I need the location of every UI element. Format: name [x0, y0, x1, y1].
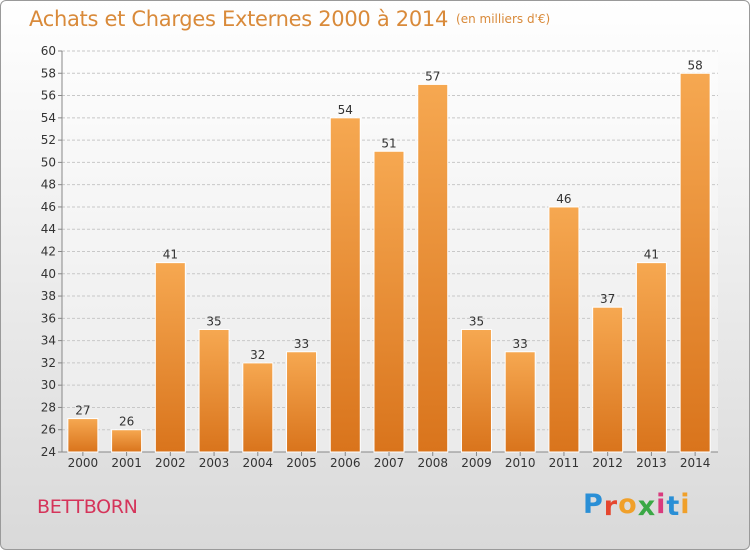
- bar-value-label: 27: [75, 404, 90, 418]
- chart-title: Achats et Charges Externes 2000 à 2014 (e…: [29, 7, 550, 31]
- bar-value-label: 35: [206, 314, 221, 328]
- bar-value-label: 35: [469, 314, 484, 328]
- x-tick-label: 2004: [243, 456, 274, 470]
- bar-value-label: 37: [600, 292, 615, 306]
- bar: [460, 328, 492, 453]
- bar: [592, 306, 624, 453]
- x-tick-label: 2007: [374, 456, 405, 470]
- logo-letter: t: [666, 491, 681, 522]
- x-tick-label: 2003: [199, 456, 230, 470]
- y-tick-label: 48: [41, 178, 56, 192]
- bar: [286, 351, 318, 453]
- bar-value-label: 32: [250, 348, 265, 362]
- bar: [548, 206, 580, 453]
- y-tick-label: 32: [41, 356, 56, 370]
- bar: [154, 262, 186, 453]
- y-tick-label: 26: [41, 423, 56, 437]
- bar: [67, 418, 99, 453]
- y-tick-label: 44: [41, 222, 56, 236]
- y-tick-label: 50: [41, 155, 56, 169]
- bar: [417, 83, 449, 453]
- bar-value-label: 54: [338, 103, 353, 117]
- y-tick-label: 38: [41, 289, 56, 303]
- y-tick-label: 24: [41, 445, 56, 459]
- y-tick-label: 52: [41, 133, 56, 147]
- x-tick-label: 2013: [636, 456, 667, 470]
- bar: [679, 72, 711, 453]
- bar-value-label: 46: [556, 192, 571, 206]
- bar: [329, 117, 361, 453]
- bar: [635, 262, 667, 453]
- bar-value-label: 58: [687, 58, 702, 72]
- bar-value-label: 33: [294, 337, 309, 351]
- logo-letter: x: [637, 491, 657, 522]
- x-tick-label: 2011: [549, 456, 580, 470]
- y-tick-label: 34: [41, 334, 56, 348]
- x-tick-label: 2001: [111, 456, 142, 470]
- y-tick-label: 58: [41, 66, 56, 80]
- chart-subtitle: (en milliers d'€): [456, 12, 551, 26]
- bar: [373, 150, 405, 453]
- logo-letter: r: [603, 491, 619, 522]
- bar: [198, 328, 230, 453]
- bar-value-label: 51: [381, 136, 396, 150]
- y-tick-label: 60: [41, 44, 56, 58]
- logo-letter: o: [618, 489, 638, 520]
- x-tick-label: 2002: [155, 456, 186, 470]
- x-tick-label: 2006: [330, 456, 361, 470]
- place-name: BETTBORN: [37, 496, 138, 518]
- chart-title-text: Achats et Charges Externes 2000 à 2014: [29, 7, 449, 31]
- bar: [111, 429, 143, 453]
- proxiti-logo: Proxiti: [583, 489, 691, 522]
- x-tick-label: 2008: [417, 456, 448, 470]
- y-tick-label: 56: [41, 89, 56, 103]
- y-tick-label: 40: [41, 267, 56, 281]
- bar-value-label: 57: [425, 69, 440, 83]
- logo-letter: P: [583, 489, 604, 520]
- y-tick-label: 30: [41, 378, 56, 392]
- bar-value-label: 26: [119, 415, 134, 429]
- y-tick-label: 54: [41, 111, 56, 125]
- y-tick-label: 42: [41, 245, 56, 259]
- x-tick-label: 2012: [592, 456, 623, 470]
- x-tick-label: 2014: [680, 456, 711, 470]
- x-tick-label: 2000: [68, 456, 99, 470]
- logo-letter: i: [680, 489, 691, 520]
- bar-value-label: 33: [513, 337, 528, 351]
- bar: [242, 362, 274, 453]
- bar: [504, 351, 536, 453]
- x-tick-label: 2009: [461, 456, 492, 470]
- x-tick-label: 2005: [286, 456, 317, 470]
- y-tick-label: 28: [41, 400, 56, 414]
- bar-value-label: 41: [644, 248, 659, 262]
- x-tick-label: 2010: [505, 456, 536, 470]
- y-tick-label: 36: [41, 311, 56, 325]
- bar-value-label: 41: [163, 248, 178, 262]
- logo-letter: i: [656, 489, 667, 520]
- y-tick-label: 46: [41, 200, 56, 214]
